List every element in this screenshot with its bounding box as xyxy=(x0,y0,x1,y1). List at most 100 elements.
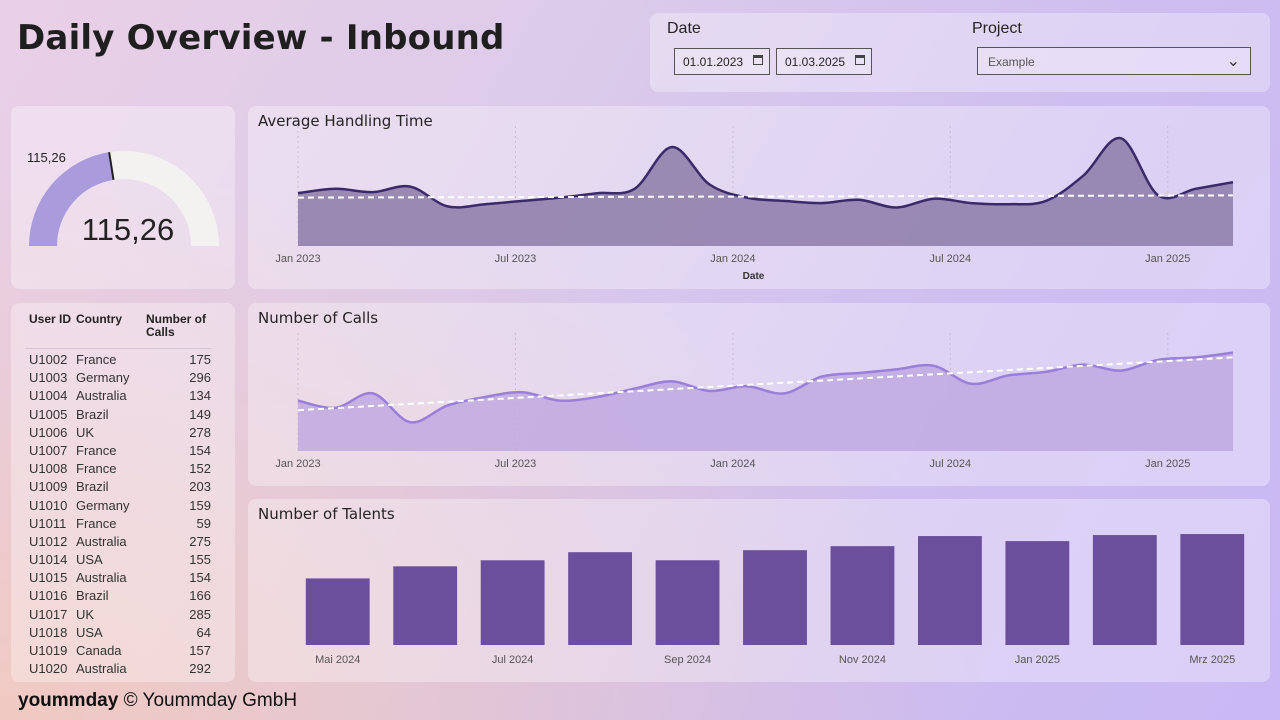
cell-country: Germany xyxy=(76,370,130,386)
table-row[interactable]: U1011 France 59 xyxy=(25,515,211,533)
series-area xyxy=(298,137,1233,246)
table-row[interactable]: U1017 UK 285 xyxy=(25,606,211,624)
trend-line xyxy=(297,356,1234,412)
footer: yoummday © Yoummday GmbH xyxy=(18,690,297,712)
date-filter-label: Date xyxy=(667,20,701,37)
cell-user-id: U1010 xyxy=(29,497,68,513)
cell-country: UK xyxy=(76,424,95,440)
gauge-needle xyxy=(108,152,115,180)
bar[interactable] xyxy=(830,546,895,645)
bar[interactable] xyxy=(743,550,807,645)
cell-user-id: U1019 xyxy=(29,643,68,658)
cell-user-id: U1003 xyxy=(29,370,68,386)
project-dropdown-value: Example xyxy=(988,55,1035,69)
cell-user-id: U1016 xyxy=(29,588,68,604)
bar[interactable] xyxy=(393,566,458,645)
bar[interactable] xyxy=(917,536,982,645)
aht-chart: Jan 2023 Jul 2023 Jan 2024 Jul 2024 Jan 2025… xyxy=(275,126,1234,282)
x-tick-label: Mrz 2025 xyxy=(1189,654,1235,666)
cell-number-of-calls: 278 xyxy=(189,424,211,440)
cell-country: Brazil xyxy=(76,406,109,422)
footer-brand: yoummday xyxy=(18,690,119,711)
cell-number-of-calls: 296 xyxy=(189,370,211,386)
cell-user-id: U1007 xyxy=(29,442,68,458)
page-title: Daily Overview - Inbound xyxy=(17,18,505,58)
cell-number-of-calls: 154 xyxy=(189,570,211,586)
project-dropdown[interactable]: Example ⌄ xyxy=(977,47,1251,75)
x-tick-label: Jan 2025 xyxy=(1145,253,1190,265)
calls-chart-title: Number of Calls xyxy=(258,309,379,327)
cell-user-id: U1012 xyxy=(29,533,68,549)
bar[interactable] xyxy=(480,560,545,645)
cell-number-of-calls: 149 xyxy=(189,406,211,422)
date-to-input[interactable]: 01.03.2025 xyxy=(776,48,872,75)
x-tick-label: Jan 2023 xyxy=(275,253,320,265)
x-tick-label: Nov 2024 xyxy=(839,654,886,666)
cell-user-id: U1018 xyxy=(29,624,68,640)
x-tick-label: Jan 2025 xyxy=(1145,458,1190,470)
table-row[interactable]: U1002 France 175 xyxy=(25,351,211,369)
cell-number-of-calls: 175 xyxy=(189,352,211,367)
table-row[interactable]: U1016 Brazil 166 xyxy=(25,587,211,605)
calls-chart: Jan 2023 Jul 2023 Jan 2024 Jul 2024 Jan 2025 xyxy=(275,333,1234,470)
calendar-icon[interactable] xyxy=(753,55,763,65)
column-header-user-id[interactable]: User ID xyxy=(29,312,72,326)
cell-country: Australia xyxy=(76,570,127,586)
footer-copyright: © Yoummday GmbH xyxy=(123,690,298,711)
table-row[interactable]: U1020 Australia 292 xyxy=(25,660,211,678)
cell-country: Australia xyxy=(76,533,127,549)
x-tick-label: Sep 2024 xyxy=(664,654,711,666)
bar[interactable] xyxy=(655,560,720,645)
calendar-icon[interactable] xyxy=(855,55,865,65)
table-row[interactable]: U1006 UK 278 xyxy=(25,424,211,442)
cell-number-of-calls: 203 xyxy=(189,479,211,495)
calls-chart-card: Number of Calls Jan 2023 Jul 2023 Jan 2024… xyxy=(248,303,1270,486)
cell-user-id: U1015 xyxy=(29,570,68,586)
column-header-country[interactable]: Country xyxy=(76,312,122,326)
cell-number-of-calls: 59 xyxy=(196,515,211,531)
table-row[interactable]: U1019 Canada 157 xyxy=(25,642,211,660)
bar[interactable] xyxy=(1092,535,1157,645)
chevron-down-icon[interactable]: ⌄ xyxy=(1226,53,1240,70)
cell-user-id: U1002 xyxy=(29,352,68,367)
table-header: User ID Country Number of Calls xyxy=(25,313,211,349)
date-from-input[interactable]: 01.01.2023 xyxy=(674,48,770,75)
talents-chart-card: Number of Talents Mai 2024 Jul 2024 Sep 20… xyxy=(248,499,1270,682)
cell-user-id: U1004 xyxy=(29,388,68,404)
column-header-number-of-calls[interactable]: Number of Calls xyxy=(146,312,206,339)
table-row[interactable]: U1008 France 152 xyxy=(25,460,211,478)
table-row[interactable]: U1018 USA 64 xyxy=(25,624,211,642)
table-row[interactable]: U1004 Australia 134 xyxy=(25,387,211,405)
table-row[interactable]: U1009 Brazil 203 xyxy=(25,478,211,496)
table-row[interactable]: U1010 Germany 159 xyxy=(25,497,211,515)
gauge-chart: 115,26 115,26 xyxy=(27,150,219,247)
project-filter-label: Project xyxy=(972,20,1022,37)
cell-country: Australia xyxy=(76,661,127,677)
bar[interactable] xyxy=(305,578,370,645)
table-row[interactable]: U1005 Brazil 149 xyxy=(25,406,211,424)
table-row[interactable]: U1015 Australia 154 xyxy=(25,569,211,587)
cell-number-of-calls: 292 xyxy=(189,661,211,677)
x-tick-label: Jan 2024 xyxy=(710,458,755,470)
table-row[interactable]: U1014 USA 155 xyxy=(25,551,211,569)
cell-user-id: U1017 xyxy=(29,606,68,622)
cell-number-of-calls: 155 xyxy=(189,552,211,568)
bar[interactable] xyxy=(1005,541,1070,645)
cell-country: France xyxy=(76,515,117,531)
table-row[interactable]: U1007 France 154 xyxy=(25,442,211,460)
bar[interactable] xyxy=(1180,534,1245,645)
trend-line xyxy=(297,194,1234,199)
cell-user-id: U1020 xyxy=(29,661,68,677)
cell-number-of-calls: 152 xyxy=(189,461,211,477)
bar[interactable] xyxy=(568,552,633,645)
cell-user-id: U1006 xyxy=(29,424,68,440)
table-body: U1002 France 175 U1003 Germany 296 U1004 Austra… xyxy=(25,349,211,678)
table-row[interactable]: U1003 Germany 296 xyxy=(25,369,211,387)
cell-user-id: U1009 xyxy=(29,479,68,495)
table-row[interactable]: U1012 Australia 275 xyxy=(25,533,211,551)
x-tick-label: Mai 2024 xyxy=(315,654,360,666)
aht-chart-card: Average Handling Time Jan 2023 Jul 2023 Ja… xyxy=(248,106,1270,289)
cell-user-id: U1005 xyxy=(29,406,68,422)
cell-country: France xyxy=(76,352,117,367)
cell-user-id: U1014 xyxy=(29,552,68,568)
